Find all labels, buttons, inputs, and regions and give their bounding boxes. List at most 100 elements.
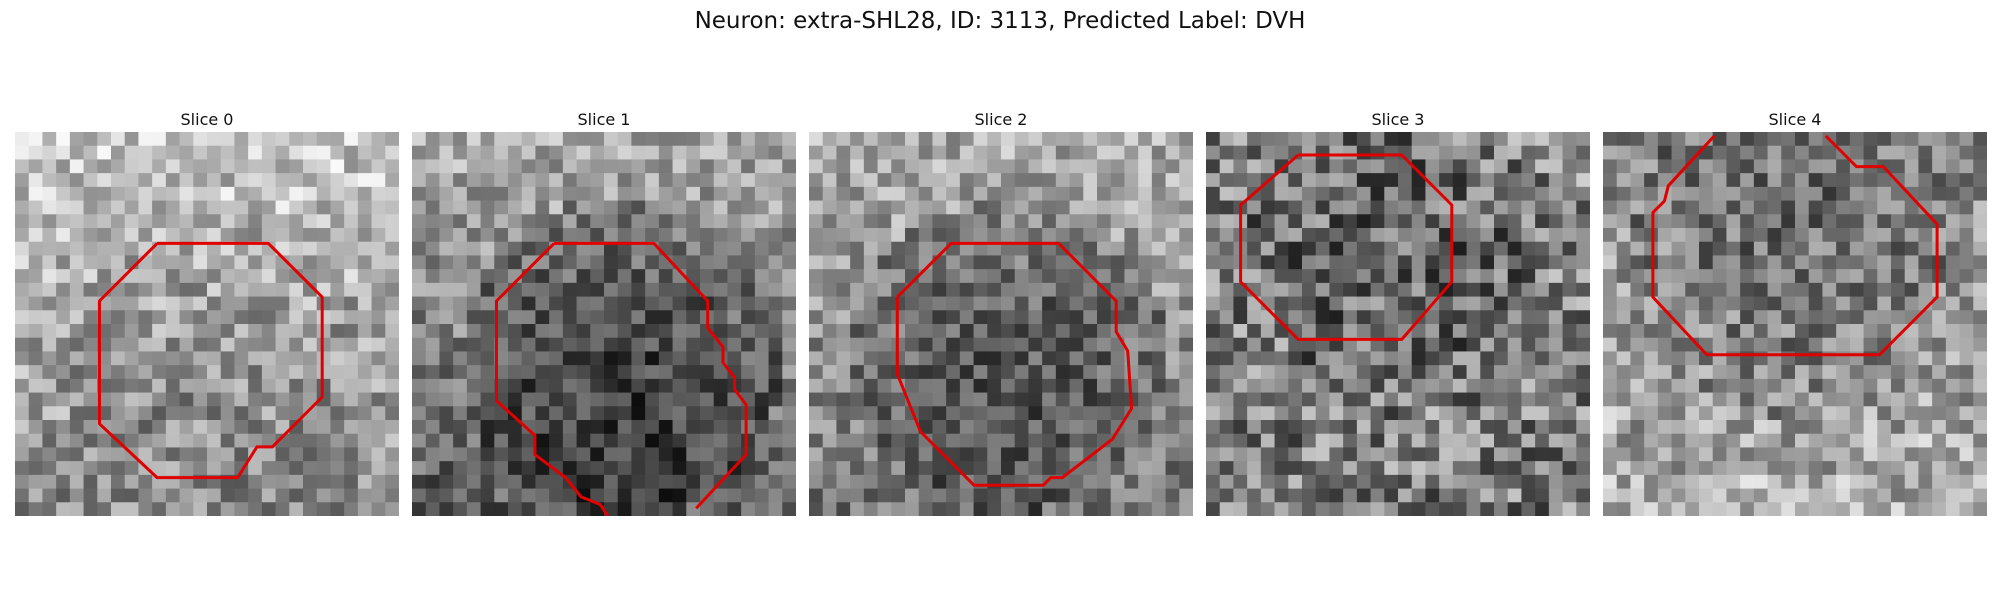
image-pixel: [1206, 255, 1221, 270]
image-pixel: [1603, 365, 1618, 380]
image-pixel: [1014, 159, 1029, 174]
image-pixel: [152, 337, 167, 352]
image-pixel: [782, 406, 796, 421]
image-pixel: [261, 420, 276, 435]
image-pixel: [535, 186, 550, 201]
image-pixel: [1055, 502, 1070, 516]
image-pixel: [83, 132, 98, 147]
image-pixel: [371, 173, 386, 188]
image-pixel: [946, 474, 961, 489]
image-pixel: [1439, 241, 1454, 256]
image-pixel: [932, 488, 947, 503]
image-pixel: [768, 241, 783, 256]
image-pixel: [494, 173, 509, 188]
image-pixel: [1494, 296, 1509, 311]
image-pixel: [1932, 406, 1947, 421]
image-pixel: [1480, 241, 1495, 256]
image-pixel: [165, 200, 180, 215]
image-pixel: [1891, 474, 1906, 489]
image-pixel: [617, 296, 632, 311]
image-pixel: [973, 173, 988, 188]
image-pixel: [1699, 365, 1714, 380]
image-pixel: [1891, 433, 1906, 448]
image-pixel: [1014, 145, 1029, 160]
image-pixel: [15, 269, 30, 284]
image-pixel: [1452, 420, 1467, 435]
image-pixel: [836, 228, 851, 243]
image-pixel: [1781, 420, 1796, 435]
image-pixel: [1083, 351, 1098, 366]
image-pixel: [289, 474, 304, 489]
image-pixel: [1973, 461, 1987, 476]
image-pixel: [508, 488, 523, 503]
image-pixel: [1576, 433, 1590, 448]
image-pixel: [1932, 186, 1947, 201]
image-pixel: [1042, 502, 1057, 516]
image-pixel: [207, 433, 222, 448]
image-pixel: [932, 406, 947, 421]
image-pixel: [138, 324, 153, 339]
image-pixel: [987, 159, 1002, 174]
image-pixel: [1808, 433, 1823, 448]
image-pixel: [1836, 255, 1851, 270]
image-pixel: [905, 228, 920, 243]
image-pixel: [1959, 282, 1974, 297]
image-pixel: [1891, 365, 1906, 380]
image-pixel: [1630, 337, 1645, 352]
image-pixel: [165, 461, 180, 476]
image-pixel: [1945, 269, 1960, 284]
image-pixel: [1562, 296, 1577, 311]
image-pixel: [1097, 488, 1112, 503]
image-pixel: [1808, 173, 1823, 188]
image-pixel: [316, 269, 331, 284]
image-pixel: [809, 282, 824, 297]
image-pixel: [617, 173, 632, 188]
image-pixel: [1521, 488, 1536, 503]
slice-panel-1: Slice 1: [412, 108, 796, 516]
image-pixel: [439, 420, 454, 435]
image-pixel: [1808, 269, 1823, 284]
image-pixel: [1315, 255, 1330, 270]
image-pixel: [1548, 433, 1563, 448]
image-pixel: [1206, 337, 1221, 352]
image-pixel: [1247, 269, 1262, 284]
image-pixel: [1576, 282, 1590, 297]
image-pixel: [1179, 433, 1193, 448]
image-pixel: [836, 488, 851, 503]
image-pixel: [1494, 365, 1509, 380]
image-pixel: [28, 214, 43, 229]
image-pixel: [713, 173, 728, 188]
image-pixel: [1343, 255, 1358, 270]
image-pixel: [1110, 214, 1125, 229]
image-pixel: [782, 228, 796, 243]
image-pixel: [1247, 406, 1262, 421]
image-pixel: [1863, 378, 1878, 393]
image-pixel: [1206, 214, 1221, 229]
image-pixel: [1644, 282, 1659, 297]
image-pixel: [959, 365, 974, 380]
image-pixel: [782, 461, 796, 476]
image-pixel: [521, 406, 536, 421]
image-pixel: [700, 186, 715, 201]
image-pixel: [165, 365, 180, 380]
image-pixel: [207, 461, 222, 476]
image-pixel: [672, 420, 687, 435]
image-pixel: [1767, 378, 1782, 393]
image-pixel: [1891, 269, 1906, 284]
image-pixel: [179, 351, 194, 366]
image-pixel: [1384, 186, 1399, 201]
image-pixel: [1315, 351, 1330, 366]
image-pixel: [1726, 173, 1741, 188]
image-pixel: [1014, 351, 1029, 366]
image-pixel: [1795, 282, 1810, 297]
image-pixel: [275, 214, 290, 229]
image-pixel: [1904, 474, 1919, 489]
image-pixel: [220, 406, 235, 421]
image-pixel: [83, 310, 98, 325]
image-pixel: [275, 145, 290, 160]
image-pixel: [1644, 433, 1659, 448]
image-pixel: [617, 337, 632, 352]
image-pixel: [425, 145, 440, 160]
image-pixel: [1726, 159, 1741, 174]
